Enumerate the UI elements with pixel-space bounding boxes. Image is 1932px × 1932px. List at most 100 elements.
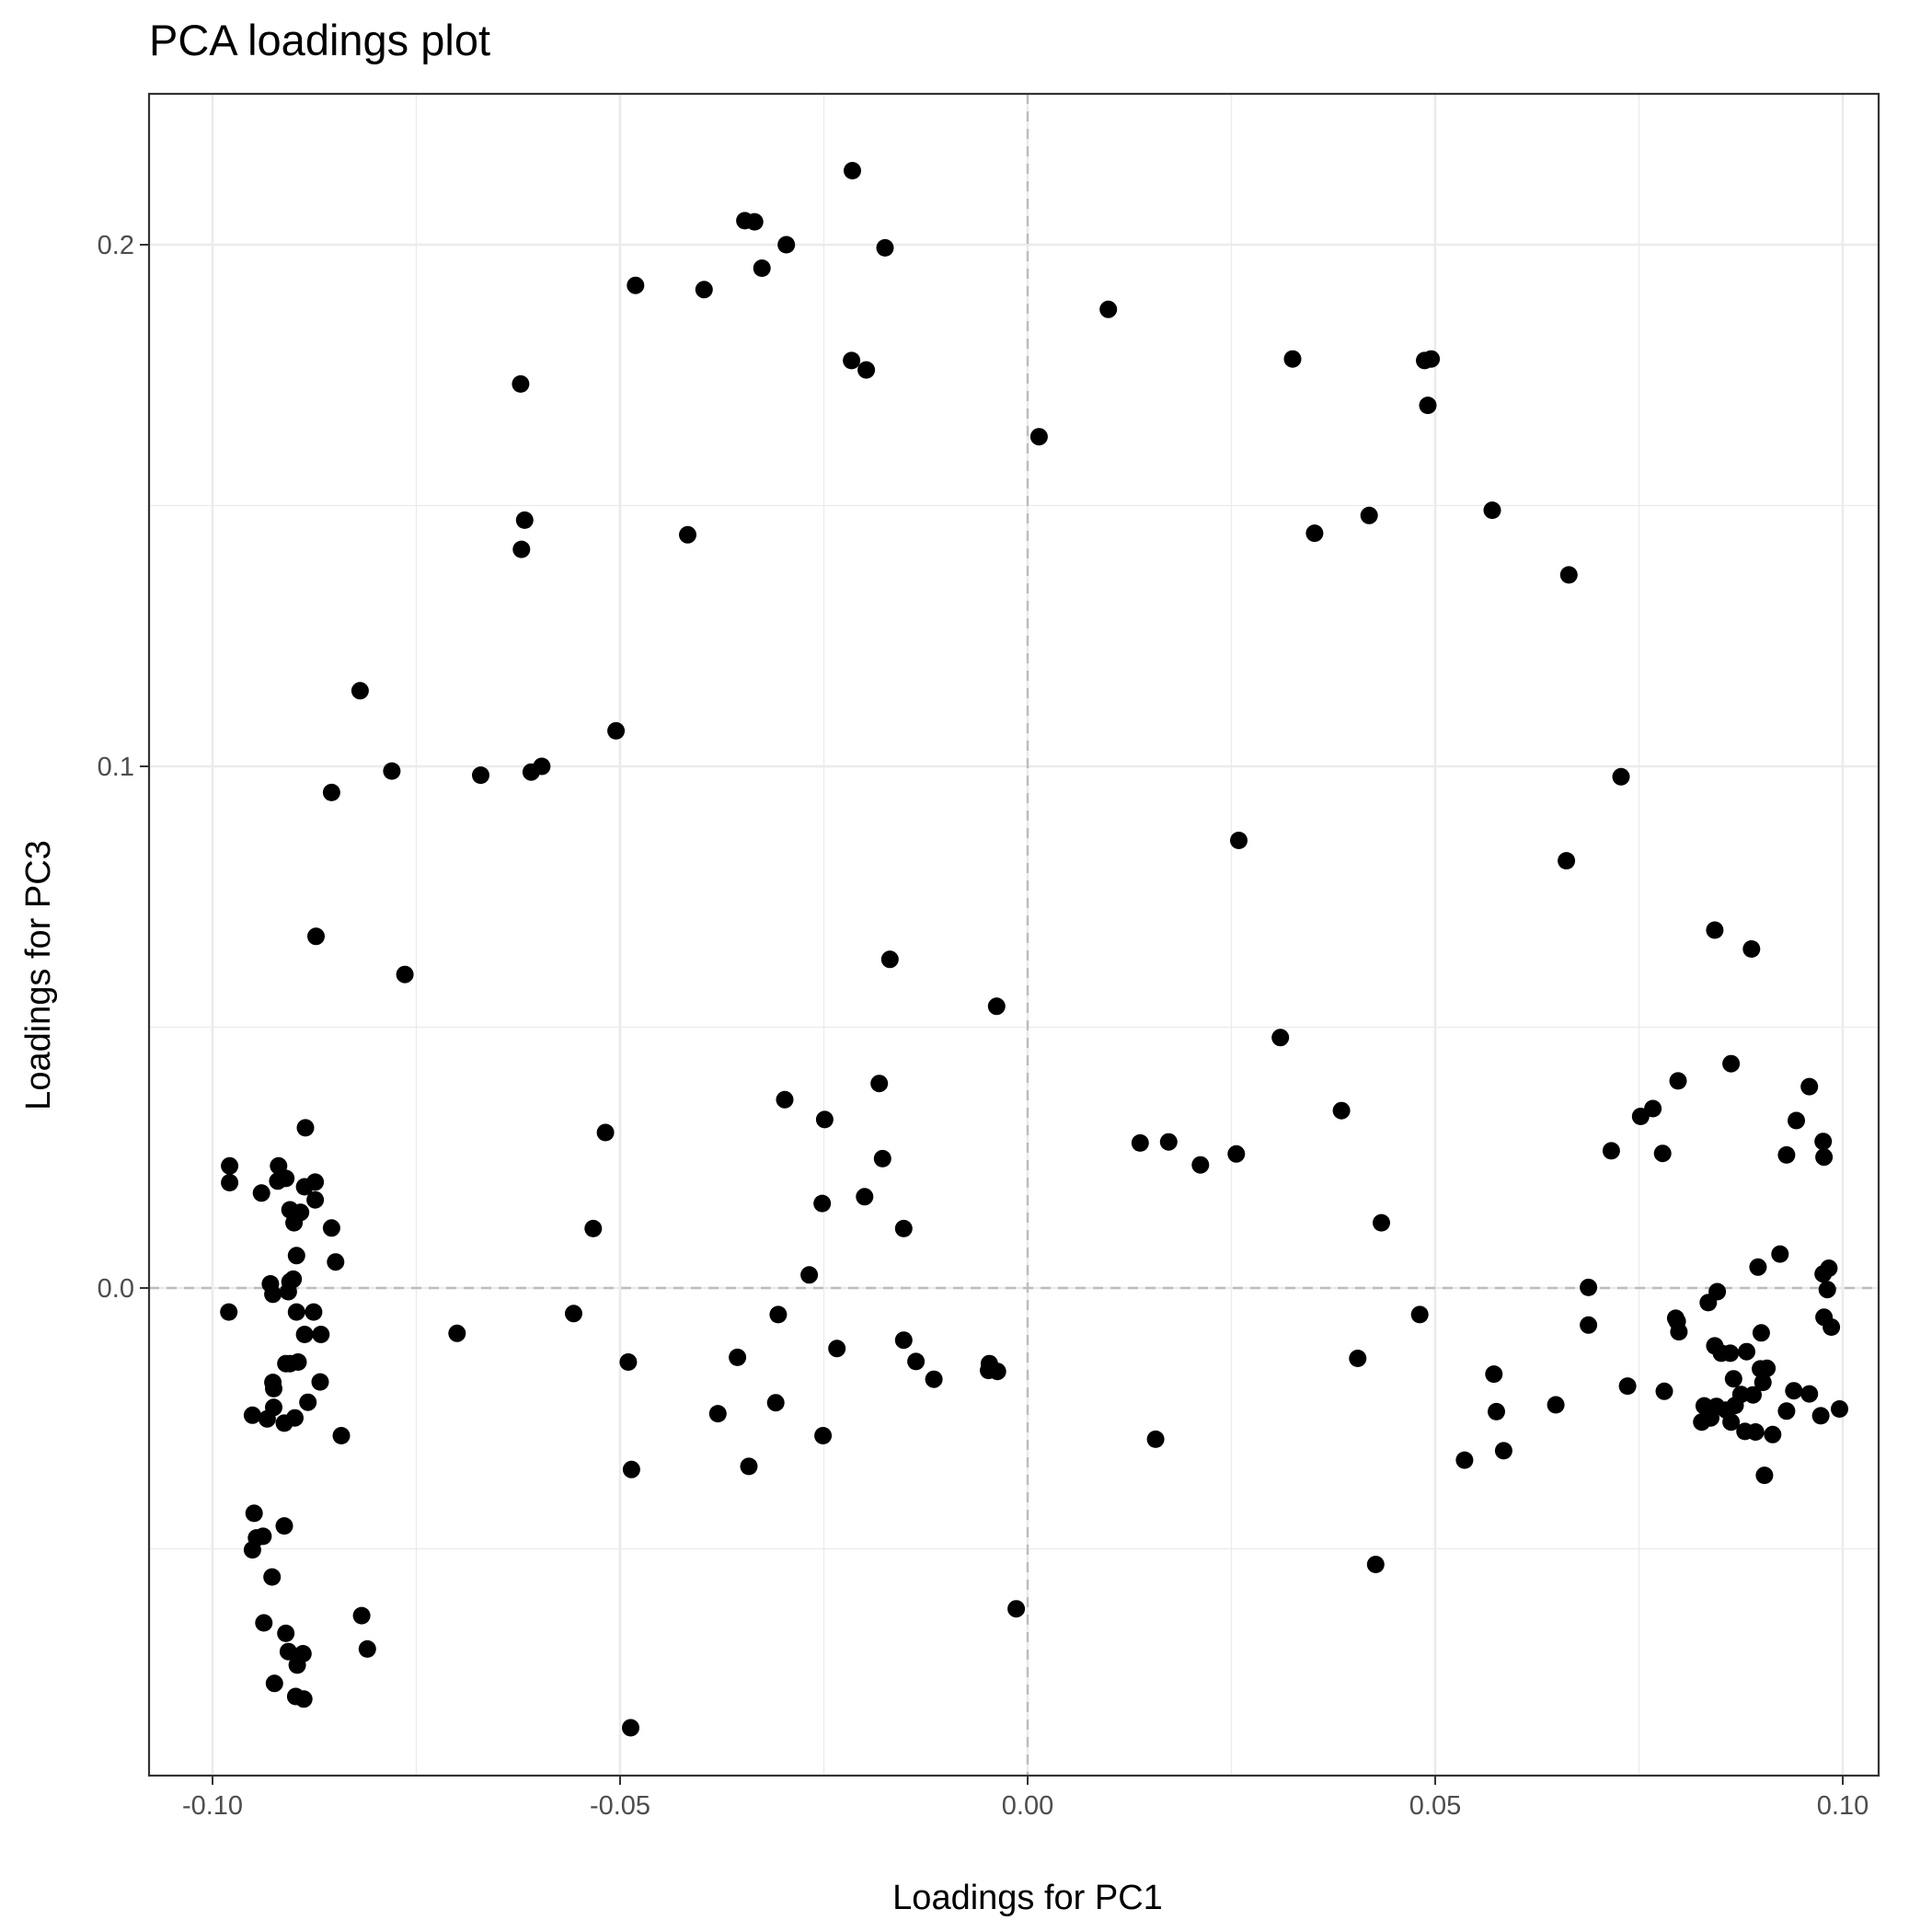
x-axis-title: Loadings for PC1: [892, 1879, 1163, 1917]
data-point: [1722, 1413, 1741, 1432]
data-point: [745, 213, 764, 231]
data-point: [1422, 350, 1441, 368]
data-point: [1580, 1316, 1598, 1334]
data-point: [857, 361, 876, 379]
data-point: [1818, 1281, 1836, 1299]
data-point: [312, 1326, 330, 1343]
data-point: [1360, 506, 1378, 524]
y-axis-ticks: 0.0 0.1 0.2: [98, 231, 149, 1304]
data-point: [311, 1373, 329, 1391]
data-point: [472, 766, 489, 785]
data-point: [1332, 1101, 1351, 1120]
data-point: [1752, 1324, 1770, 1342]
x-tick-label: 0.05: [1409, 1791, 1461, 1821]
data-point: [533, 757, 551, 776]
data-point: [856, 1188, 874, 1206]
data-point: [221, 1156, 239, 1175]
data-point: [1755, 1466, 1774, 1485]
data-point: [776, 1090, 794, 1109]
data-point: [263, 1568, 282, 1586]
data-point: [1547, 1396, 1565, 1414]
data-point: [512, 540, 531, 558]
chart-title: PCA loadings plot: [149, 16, 490, 64]
data-point: [287, 1247, 305, 1265]
data-point: [512, 374, 530, 393]
data-point: [1771, 1245, 1789, 1263]
data-point: [880, 950, 899, 969]
data-point: [777, 236, 796, 254]
data-point: [1754, 1374, 1772, 1392]
data-point: [243, 1406, 261, 1424]
data-point: [1823, 1318, 1841, 1336]
data-point: [322, 1219, 340, 1237]
data-point: [269, 1172, 287, 1190]
data-point: [1814, 1133, 1833, 1151]
data-point: [1029, 428, 1048, 446]
data-point: [295, 1326, 314, 1343]
data-point: [1131, 1133, 1149, 1152]
data-point: [289, 1353, 307, 1371]
data-point: [870, 1075, 889, 1093]
data-point: [305, 1303, 323, 1321]
data-point: [299, 1393, 317, 1411]
data-point: [286, 1409, 304, 1427]
data-point: [1455, 1451, 1474, 1469]
data-point: [265, 1674, 283, 1693]
data-point: [584, 1219, 603, 1237]
data-point: [1559, 566, 1578, 584]
y-tick-label: 0.1: [98, 753, 134, 782]
data-point: [258, 1409, 276, 1428]
data-point: [876, 238, 894, 257]
x-tick-label: 0.10: [1817, 1791, 1869, 1821]
data-point: [1777, 1145, 1796, 1164]
data-point: [1724, 1370, 1742, 1388]
data-point: [306, 1190, 325, 1209]
data-point: [275, 1517, 293, 1535]
data-point: [1742, 940, 1761, 958]
data-point: [814, 1427, 833, 1444]
y-axis-title: Loadings for PC3: [19, 840, 58, 1110]
data-point: [396, 965, 414, 983]
data-point: [515, 511, 534, 529]
data-point: [769, 1305, 788, 1324]
data-point: [1785, 1382, 1803, 1400]
x-axis-ticks: -0.10 -0.05 0.00 0.05 0.10: [182, 1776, 1869, 1821]
data-point: [695, 281, 713, 299]
data-point: [1800, 1385, 1819, 1403]
data-point: [987, 997, 1006, 1016]
y-tick-label: 0.2: [98, 231, 134, 260]
data-point: [1191, 1156, 1210, 1174]
data-point: [243, 1541, 261, 1559]
data-point: [1618, 1377, 1637, 1396]
data-point: [565, 1305, 582, 1323]
data-point: [925, 1370, 943, 1388]
data-point: [1670, 1323, 1688, 1341]
data-point: [351, 682, 369, 700]
data-point: [800, 1266, 819, 1284]
data-point: [813, 1194, 832, 1213]
data-point: [1749, 1258, 1767, 1276]
data-point: [1483, 501, 1501, 520]
data-point: [766, 1394, 785, 1412]
data-point: [1305, 524, 1324, 543]
data-point: [1693, 1413, 1711, 1432]
x-tick-label: 0.00: [1002, 1791, 1053, 1821]
data-point: [1349, 1350, 1367, 1367]
data-point: [1669, 1072, 1687, 1090]
data-point: [1831, 1400, 1848, 1418]
data-point: [288, 1656, 306, 1674]
data-point: [277, 1624, 295, 1642]
data-point: [1764, 1425, 1782, 1443]
data-point: [285, 1213, 304, 1232]
data-point: [327, 1253, 345, 1271]
data-point: [729, 1348, 747, 1366]
data-point: [907, 1352, 926, 1371]
data-point: [1788, 1111, 1805, 1130]
zero-reference-lines: [149, 94, 1879, 1776]
data-point: [622, 1460, 640, 1478]
data-point: [307, 927, 325, 946]
data-point: [1722, 1054, 1741, 1073]
data-point: [221, 1174, 239, 1191]
data-point: [1815, 1148, 1834, 1167]
